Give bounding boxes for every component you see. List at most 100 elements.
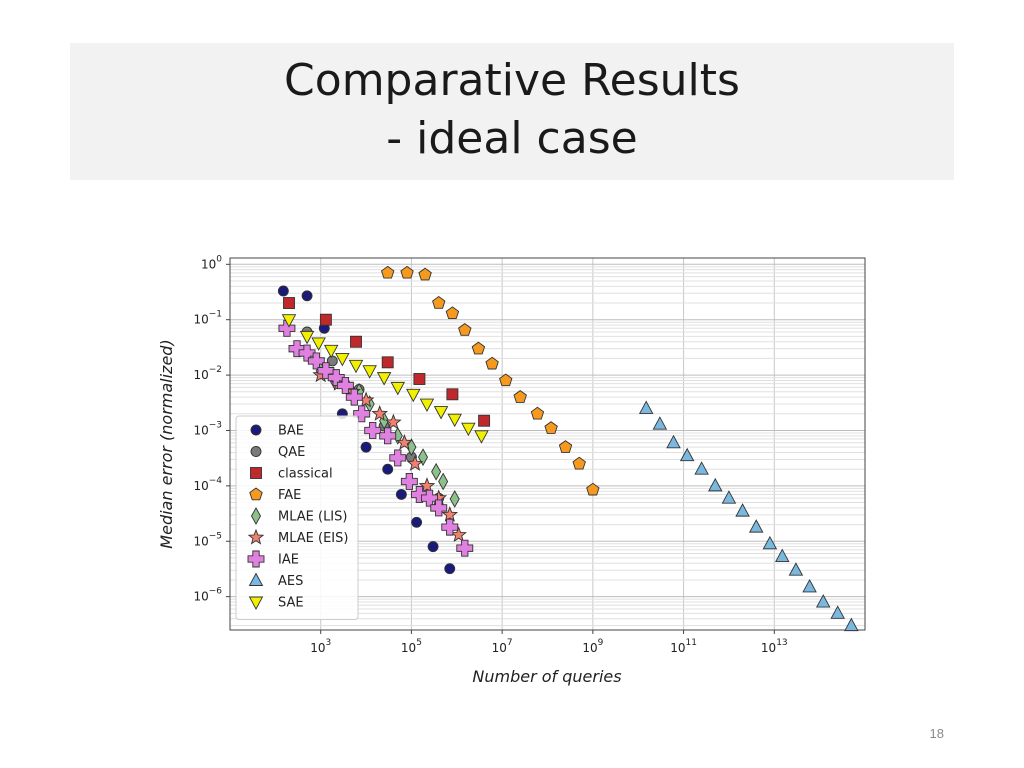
data-point bbox=[411, 516, 423, 528]
data-point bbox=[441, 518, 459, 536]
data-point bbox=[406, 438, 417, 457]
legend-item: SAE bbox=[248, 596, 304, 611]
data-point bbox=[844, 617, 859, 632]
data-point bbox=[708, 477, 723, 492]
data-point bbox=[721, 490, 737, 504]
data-point bbox=[381, 356, 394, 369]
data-point bbox=[419, 398, 435, 412]
series-sae bbox=[281, 314, 489, 444]
data-point bbox=[389, 449, 407, 467]
data-point bbox=[418, 267, 432, 281]
data-point bbox=[427, 541, 439, 553]
data-point bbox=[638, 400, 654, 414]
legend-item: QAE bbox=[250, 445, 305, 460]
slide-title: Comparative Results bbox=[284, 55, 740, 106]
legend-label: AES bbox=[278, 574, 303, 589]
x-tick-label: 107 bbox=[492, 638, 513, 655]
series-iae bbox=[278, 319, 474, 557]
data-points bbox=[277, 265, 859, 632]
data-point bbox=[471, 341, 486, 355]
x-axis-label: Number of queries bbox=[472, 667, 621, 686]
y-tick-label: 10−1 bbox=[193, 310, 222, 327]
data-point bbox=[433, 406, 449, 420]
legend: BAE QAE classical FAE MLAE (LIS) MLAE (EIS) IA… bbox=[235, 415, 359, 620]
legend-item: MLAE (EIS) bbox=[247, 528, 348, 546]
data-point bbox=[413, 373, 426, 385]
legend-label: MLAE (EIS) bbox=[278, 531, 348, 546]
x-tick-label: 1011 bbox=[670, 638, 697, 655]
data-point bbox=[396, 434, 413, 450]
data-point bbox=[558, 440, 573, 453]
data-point bbox=[802, 578, 817, 593]
legend-item: FAE bbox=[249, 487, 301, 503]
data-point bbox=[430, 499, 448, 517]
data-point bbox=[385, 413, 402, 430]
legend-label: classical bbox=[278, 467, 333, 482]
legend-label: FAE bbox=[278, 488, 301, 503]
data-point bbox=[301, 290, 313, 302]
legend-marker bbox=[248, 596, 264, 610]
data-point bbox=[762, 535, 778, 550]
data-point bbox=[679, 447, 695, 462]
x-tick-label: 103 bbox=[310, 638, 331, 655]
data-point bbox=[281, 314, 297, 328]
legend-marker bbox=[247, 550, 265, 568]
data-point bbox=[499, 373, 513, 387]
legend-item: MLAE (LIS) bbox=[250, 507, 347, 525]
data-point bbox=[406, 455, 424, 471]
data-point bbox=[474, 430, 489, 444]
data-point bbox=[446, 388, 459, 401]
data-point bbox=[458, 323, 472, 336]
legend-marker bbox=[250, 446, 262, 457]
legend-item: BAE bbox=[250, 424, 304, 439]
data-point bbox=[319, 313, 332, 326]
data-point bbox=[345, 388, 363, 406]
data-point bbox=[449, 490, 460, 508]
data-point bbox=[485, 356, 499, 370]
data-point bbox=[432, 295, 446, 309]
series-fae bbox=[380, 265, 600, 496]
data-point bbox=[382, 463, 394, 475]
data-point bbox=[335, 352, 350, 367]
data-point bbox=[447, 413, 462, 428]
median-error-chart: 103 105 107 109 1011 1013 100 10−1 10−2 10−3 10−4 1… bbox=[157, 254, 866, 686]
data-point bbox=[666, 434, 681, 449]
y-tick-label: 100 bbox=[201, 254, 222, 271]
legend-label: MLAE (LIS) bbox=[278, 510, 347, 525]
data-point bbox=[775, 548, 790, 562]
legend-marker bbox=[248, 572, 264, 586]
data-point bbox=[456, 539, 474, 557]
y-tick-label: 10−2 bbox=[193, 365, 222, 382]
data-point bbox=[572, 456, 586, 470]
data-point bbox=[461, 422, 476, 437]
y-tick-label: 10−3 bbox=[193, 420, 222, 437]
data-point bbox=[311, 337, 326, 351]
data-point bbox=[283, 297, 295, 309]
data-point bbox=[418, 477, 436, 493]
y-tick-label: 10−5 bbox=[193, 531, 222, 548]
legend-box bbox=[235, 415, 359, 620]
legend-label: BAE bbox=[278, 424, 304, 439]
data-point bbox=[323, 344, 339, 359]
data-point bbox=[586, 482, 600, 496]
data-point bbox=[438, 472, 449, 491]
data-point bbox=[395, 489, 407, 500]
data-point bbox=[815, 594, 831, 608]
data-point bbox=[830, 605, 845, 619]
plot-frame bbox=[229, 257, 866, 631]
data-point bbox=[371, 405, 389, 421]
data-point bbox=[362, 365, 377, 379]
y-tick-label: 10−6 bbox=[193, 587, 222, 604]
y-tick-label: 10−4 bbox=[193, 476, 222, 493]
series-aes bbox=[638, 400, 859, 632]
data-point bbox=[445, 306, 460, 320]
legend-label: IAE bbox=[278, 553, 299, 568]
data-point bbox=[513, 390, 527, 403]
legend-marker bbox=[250, 507, 262, 525]
legend-marker bbox=[249, 487, 263, 501]
legend-item: classical bbox=[250, 467, 333, 482]
data-point bbox=[652, 416, 668, 430]
x-tick-label: 109 bbox=[582, 638, 603, 655]
data-point bbox=[400, 473, 418, 490]
data-point bbox=[348, 359, 364, 374]
